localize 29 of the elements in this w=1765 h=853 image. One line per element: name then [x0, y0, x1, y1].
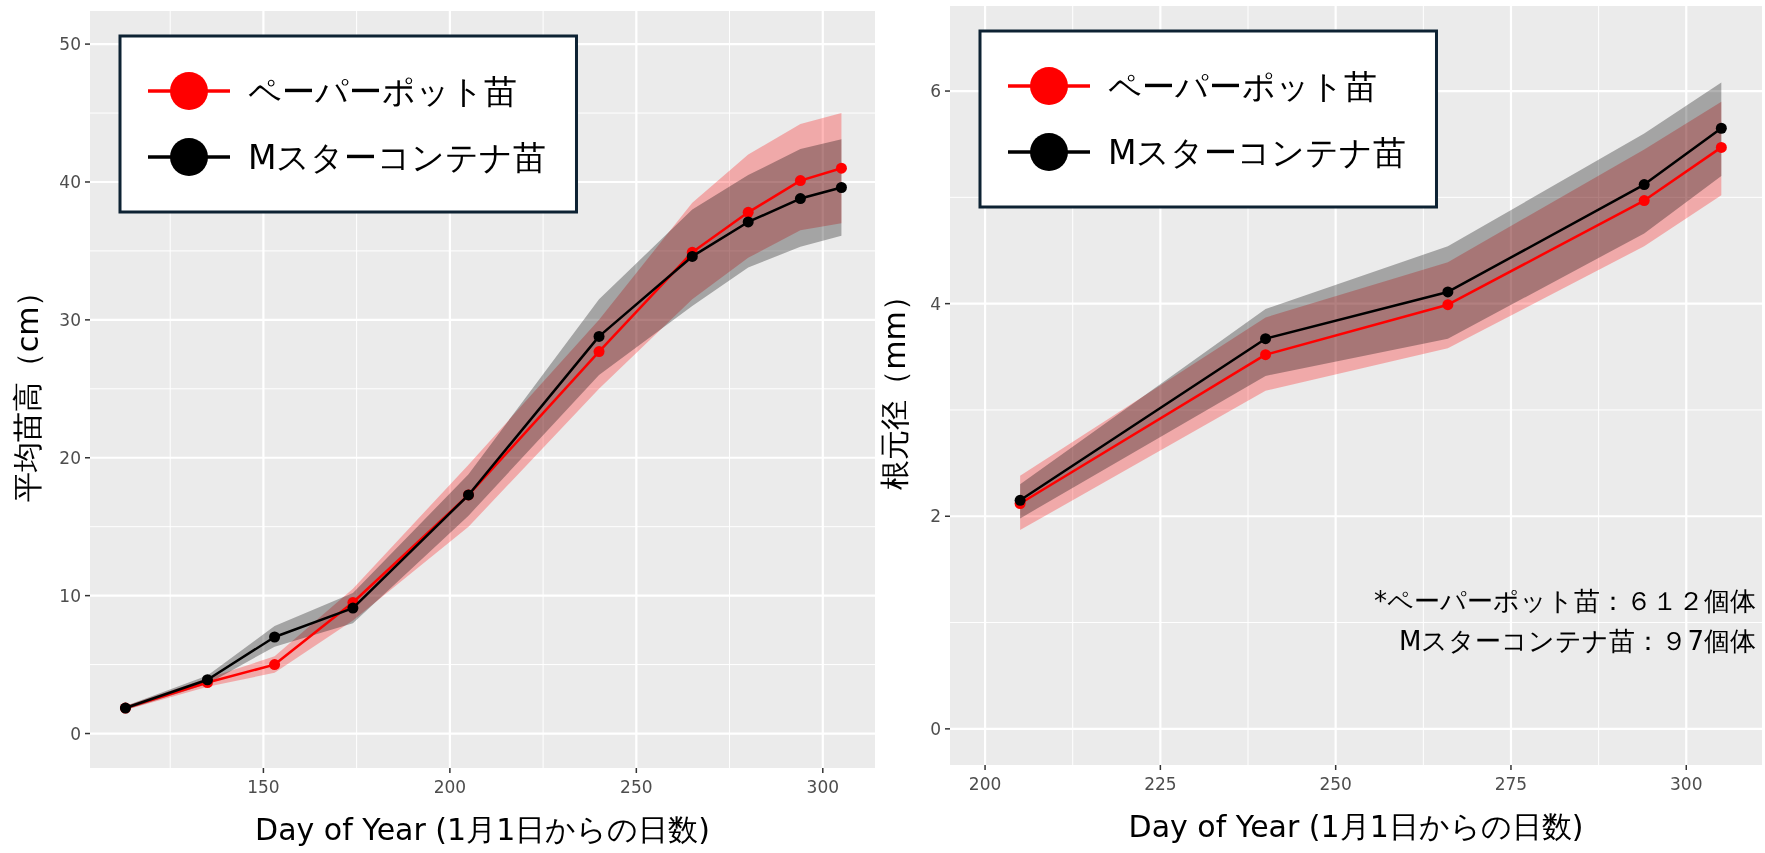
y-tick-label: 40	[59, 171, 81, 192]
y-tick-label: 20	[59, 447, 81, 468]
y-tick-label: 30	[59, 309, 81, 330]
x-tick-label: 225	[1144, 774, 1177, 794]
legend-label: ペーパーポット苗	[248, 72, 517, 111]
legend-label: Mスターコンテナ苗	[248, 138, 547, 177]
x-axis-title: Day of Year (1月1日からの日数)	[1128, 809, 1584, 844]
y-axis-title: 平均苗高（cm）	[10, 276, 45, 503]
x-tick-label: 150	[247, 777, 280, 797]
y-tick-label: 10	[59, 585, 81, 606]
x-tick-label: 200	[968, 774, 1002, 794]
y-tick-label: 2	[930, 506, 941, 527]
x-tick-label: 300	[806, 777, 840, 797]
y-tick-label: 50	[59, 34, 81, 55]
y-tick-label: 4	[930, 293, 941, 314]
x-tick-label: 200	[433, 777, 467, 797]
legend-label: ペーパーポット苗	[1108, 67, 1377, 106]
x-tick-label: 250	[620, 777, 653, 797]
x-tick-label: 250	[1319, 774, 1352, 794]
x-tick-label: 300	[1670, 774, 1703, 794]
y-tick-label: 6	[930, 81, 941, 102]
y-tick-label: 0	[930, 718, 941, 739]
annotation: Mスターコンテナ苗：９7個体	[1399, 626, 1756, 656]
legend-label: Mスターコンテナ苗	[1108, 133, 1407, 172]
y-tick-label: 0	[70, 723, 81, 744]
x-tick-label: 275	[1494, 774, 1528, 794]
y-axis-title: 根元径（mm）	[877, 281, 912, 490]
annotation: *ペーパーポット苗：６１２個体	[1374, 586, 1756, 616]
x-axis-title: Day of Year (1月1日からの日数)	[255, 812, 710, 847]
